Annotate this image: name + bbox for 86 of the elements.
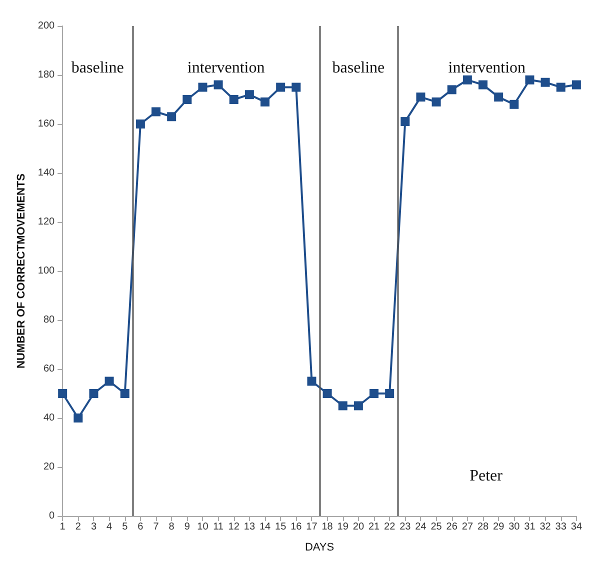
- point: [338, 401, 348, 410]
- point: [276, 82, 286, 92]
- annotation: Peter: [470, 468, 504, 484]
- x-tick-label: 11: [213, 522, 224, 532]
- point: [307, 376, 316, 386]
- x-tick-label: 17: [306, 522, 318, 532]
- annotation: baseline: [71, 60, 124, 76]
- point: [198, 82, 208, 92]
- x-tick-label: 4: [106, 522, 113, 532]
- point: [556, 82, 566, 92]
- point: [540, 78, 550, 87]
- x-tick-label: 2: [75, 522, 82, 532]
- point: [354, 401, 363, 410]
- x-tick-label: 16: [290, 522, 302, 532]
- x-axis-title: DAYS: [304, 542, 334, 554]
- x-tick-label: 20: [352, 522, 364, 532]
- point: [136, 120, 145, 128]
- y-tick-label: 80: [43, 314, 56, 326]
- x-tick-label: 31: [524, 522, 536, 532]
- x-tick-label: 9: [184, 522, 190, 532]
- x-tick-label: 7: [153, 522, 160, 532]
- y-tick-label: 180: [38, 70, 56, 80]
- point: [385, 389, 394, 398]
- y-tick-label: 140: [38, 168, 56, 178]
- point: [244, 90, 254, 100]
- point: [74, 414, 83, 422]
- x-tick-label: 8: [168, 522, 175, 532]
- x-tick-label: 34: [570, 522, 582, 532]
- x-tick-label: 1: [60, 522, 66, 532]
- x-tick-label: 13: [244, 522, 256, 532]
- point: [462, 75, 472, 84]
- point: [58, 389, 68, 398]
- x-tick-label: 10: [197, 522, 209, 532]
- point: [229, 95, 238, 104]
- point: [572, 80, 581, 90]
- x-tick-label: 27: [462, 522, 474, 532]
- point: [478, 80, 488, 90]
- x-tick-label: 12: [228, 522, 240, 532]
- point: [152, 107, 161, 116]
- x-tick-label: 24: [415, 522, 427, 532]
- annotation: baseline: [332, 60, 385, 76]
- x-tick-label: 14: [259, 522, 272, 532]
- y-tick-label: 120: [38, 216, 56, 228]
- x-tick-label: 22: [384, 522, 396, 532]
- y-tick-label: 200: [38, 20, 56, 32]
- point: [182, 95, 192, 104]
- y-tick-label: 160: [38, 118, 56, 130]
- x-tick-label: 5: [122, 522, 128, 532]
- x-tick-label: 26: [446, 522, 458, 532]
- point: [322, 389, 332, 398]
- point: [447, 85, 456, 94]
- point: [104, 376, 114, 386]
- x-tick-label: 19: [337, 522, 349, 532]
- y-tick-label: 0: [49, 510, 56, 522]
- x-tick-label: 28: [477, 522, 490, 532]
- point: [494, 92, 504, 102]
- point: [120, 389, 130, 398]
- point: [510, 100, 519, 109]
- annotation: intervention: [187, 60, 265, 76]
- y-axis-title: NUMBER OF CORRECTMOVEMENTS: [16, 174, 28, 368]
- point: [400, 117, 410, 126]
- point: [370, 389, 379, 398]
- x-tick-label: 15: [275, 522, 287, 532]
- x-tick-label: 32: [540, 522, 552, 532]
- point: [260, 97, 270, 106]
- x-tick-label: 6: [138, 522, 144, 532]
- point: [167, 112, 176, 122]
- x-tick-label: 33: [555, 522, 567, 532]
- x-tick-label: 23: [400, 522, 412, 532]
- point: [292, 82, 301, 92]
- x-tick-label: 25: [430, 522, 442, 532]
- point: [416, 92, 426, 102]
- x-tick-label: 30: [508, 522, 520, 532]
- x-tick-label: 18: [322, 522, 334, 532]
- y-tick-label: 100: [38, 266, 56, 276]
- y-tick-label: 40: [43, 412, 56, 424]
- point: [432, 97, 441, 106]
- x-tick-label: 21: [368, 522, 380, 532]
- annotation: intervention: [448, 60, 526, 76]
- y-tick-label: 60: [43, 364, 56, 374]
- point: [214, 80, 223, 90]
- y-tick-label: 20: [43, 462, 56, 472]
- point: [89, 389, 98, 398]
- x-tick-label: 3: [90, 522, 97, 532]
- point: [525, 75, 534, 84]
- x-tick-label: 29: [493, 522, 505, 532]
